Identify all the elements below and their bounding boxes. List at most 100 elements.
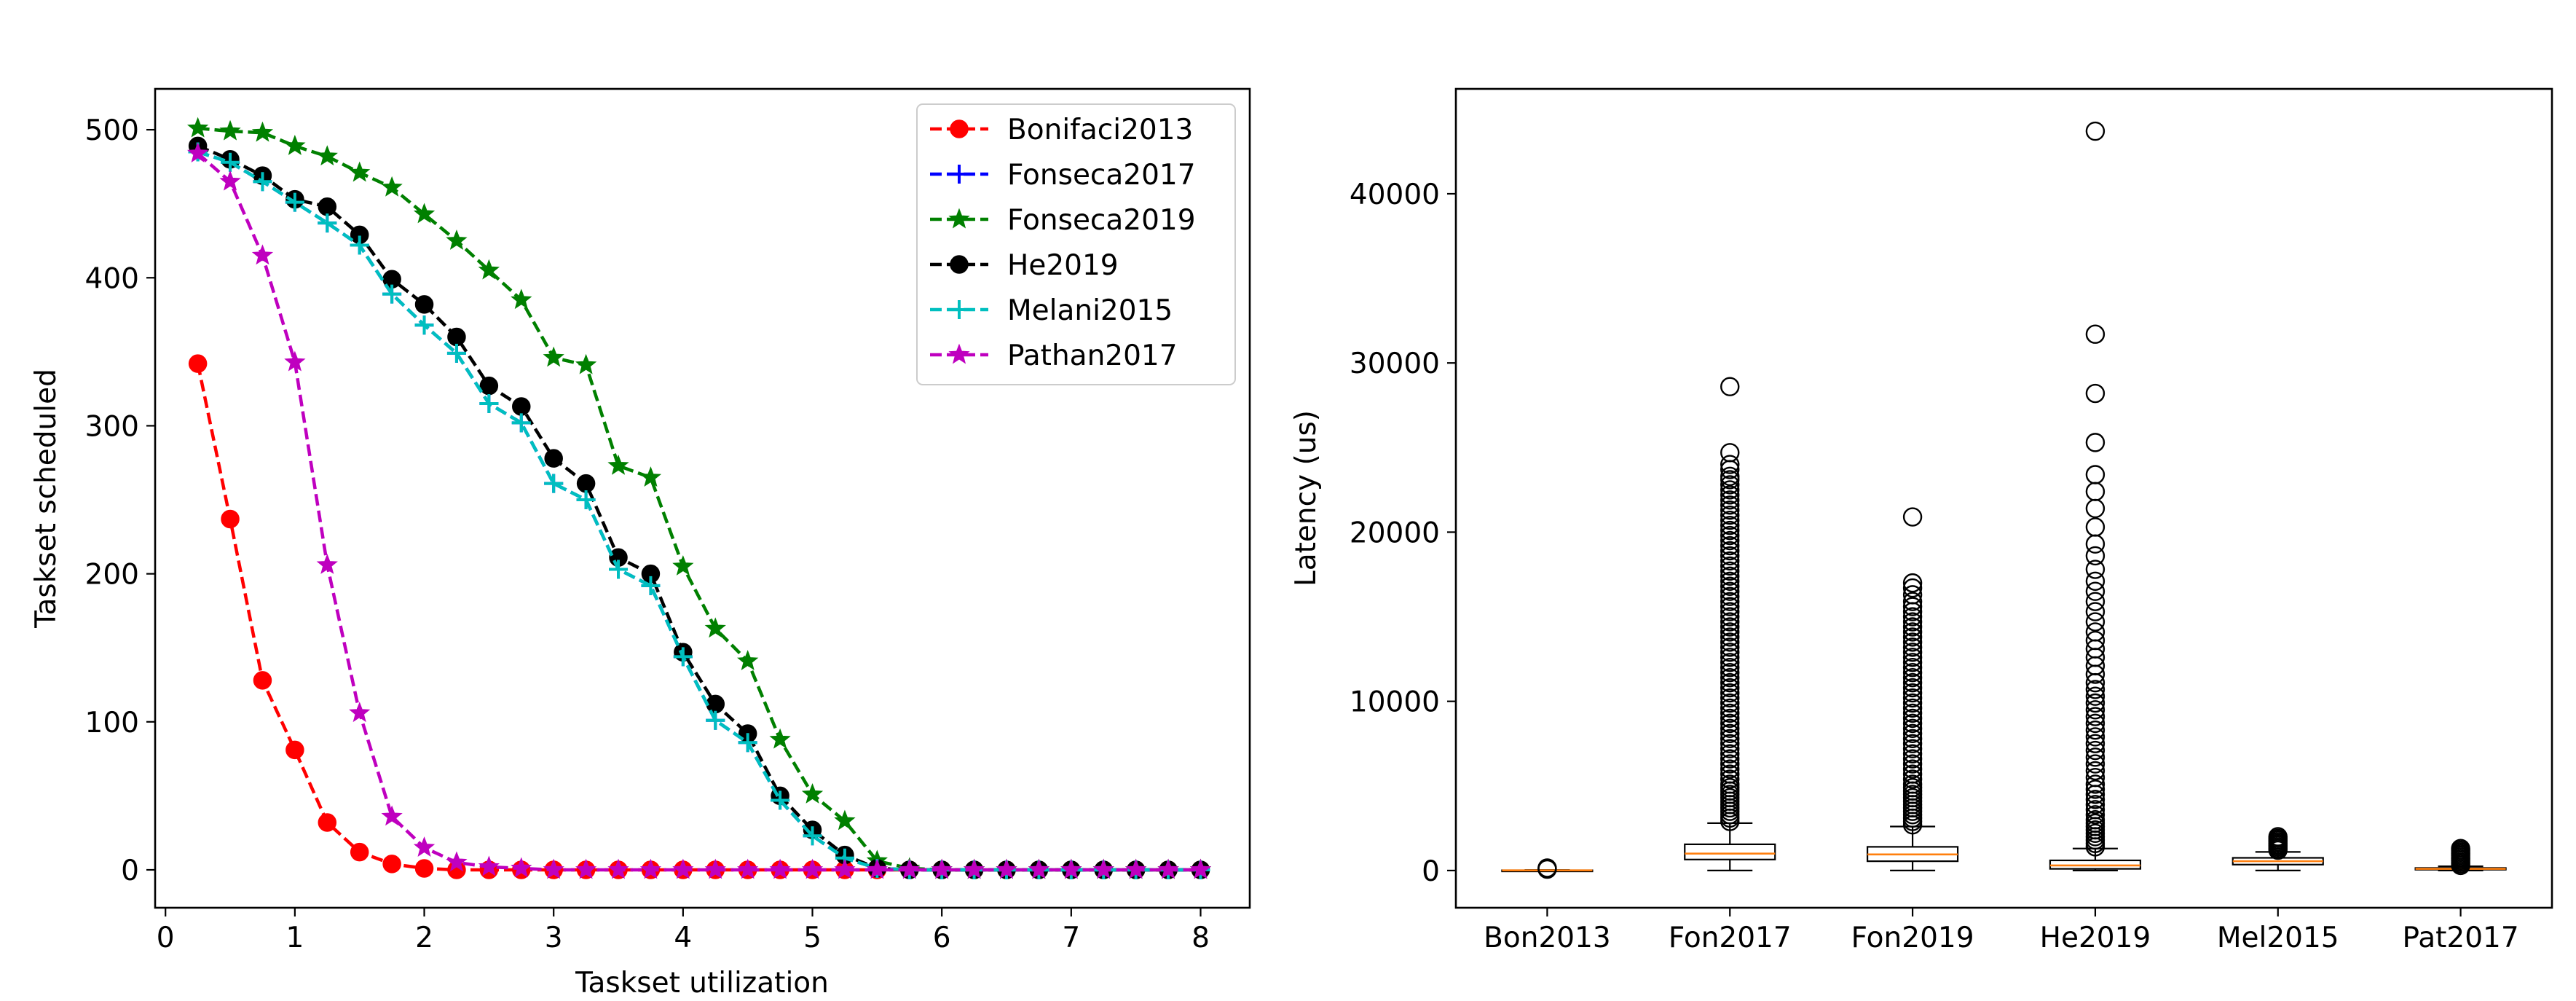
outlier-point [1902,698,1923,718]
outlier-point [1902,723,1923,744]
y-tick-label: 300 [85,410,139,443]
outlier-point [1720,551,1740,571]
data-point [543,858,564,879]
outlier-point [1902,667,1923,688]
line-chart-y-axis-label: Taskset scheduled [30,369,63,629]
data-point [609,560,629,579]
x-tick-label: 7 [1062,922,1080,954]
data-point [381,805,403,826]
y-tick-label: 20000 [1350,517,1440,549]
outlier-point [1902,578,1923,598]
data-point [318,213,337,233]
data-point [801,858,824,879]
data-point [316,145,338,166]
data-point [801,782,824,804]
data-point [219,170,241,191]
x-tick-label: 1 [285,922,304,954]
series-Pathan2017 [186,142,1212,879]
legend-marker [948,343,970,364]
outlier-point [2085,740,2106,761]
data-point [316,554,338,574]
data-point [866,858,888,879]
outlier-point [1720,764,1740,784]
outlier-point [2085,517,2106,537]
outlier-point [2085,727,2106,747]
box-Pat2017 [2414,839,2507,876]
series-Bonifaci2013 [188,354,1210,879]
data-point [253,671,272,690]
outlier-point [2085,622,2106,642]
legend-entry: He2019 [930,249,1119,282]
line-chart-plot-area [154,87,1251,909]
data-point [349,161,371,182]
outlier-point [2085,790,2106,809]
data-point [251,121,274,142]
outlier-point [1902,708,1923,729]
outlier-point [1537,858,1557,878]
outlier-point [1720,703,1740,723]
outlier-point [1902,688,1923,708]
outlier-point [1720,612,1740,632]
outlier-point [1720,602,1740,621]
line-chart-y-ticks: 0 100 200 300 400 500 [85,114,155,887]
outlier-point [1720,648,1740,667]
data-point [704,617,726,638]
outlier-point [1720,698,1740,718]
data-point [996,858,1017,879]
outlier-point [1902,622,1923,642]
outlier-point [1720,480,1740,500]
y-tick-label: 0 [1422,855,1440,888]
outlier-point [1902,507,1923,527]
outlier-point [1902,754,1923,774]
outlier-point [2085,795,2106,814]
data-point [834,809,856,831]
outlier-point [1902,612,1923,632]
outlier-point [1720,556,1740,576]
data-point [478,855,500,876]
outlier-point [1720,729,1740,748]
box-Mel2015 [2232,827,2324,872]
outlier-point [2085,546,2106,566]
outlier-point [1720,713,1740,734]
data-point [382,284,402,304]
outlier-point [2085,707,2106,726]
data-point [414,859,434,878]
outlier-point [1902,739,1923,758]
outlier-point [1720,475,1740,495]
outlier-point [1720,749,1740,769]
outlier-point [1720,632,1740,652]
outlier-point [1720,774,1740,794]
data-point [447,327,466,347]
data-point [446,229,468,250]
outlier-point [1902,713,1923,734]
data-point [186,117,209,138]
outlier-point [1720,718,1740,739]
outlier-point [2085,693,2106,713]
outlier-point [2085,761,2106,781]
outlier-point [1720,525,1740,546]
outlier-point [1720,581,1740,601]
data-point [1157,858,1179,879]
outlier-point [2085,482,2106,501]
y-tick-label: 0 [121,855,139,887]
outlier-point [1720,520,1740,541]
line-chart-panel: 0 100 200 300 400 500 0 1 2 3 4 5 6 7 8 Taskset utili… [30,87,1251,1000]
data-point [511,413,531,433]
data-point [672,555,694,576]
outlier-point [2085,734,2106,753]
outlier-point [1720,688,1740,708]
outlier-point [1720,622,1740,642]
y-tick-label: 30000 [1350,348,1440,380]
data-point [349,702,371,723]
outlier-point [1720,576,1740,596]
outlier-point [1720,515,1740,535]
data-point [1028,858,1050,879]
outlier-point [1902,585,1923,605]
outlier-point [1902,672,1923,693]
data-point [221,152,240,172]
data-point [1189,858,1212,879]
outlier-point [1720,744,1740,763]
data-point [576,474,596,493]
y-tick-label: 400 [85,262,139,295]
data-point [543,346,564,367]
